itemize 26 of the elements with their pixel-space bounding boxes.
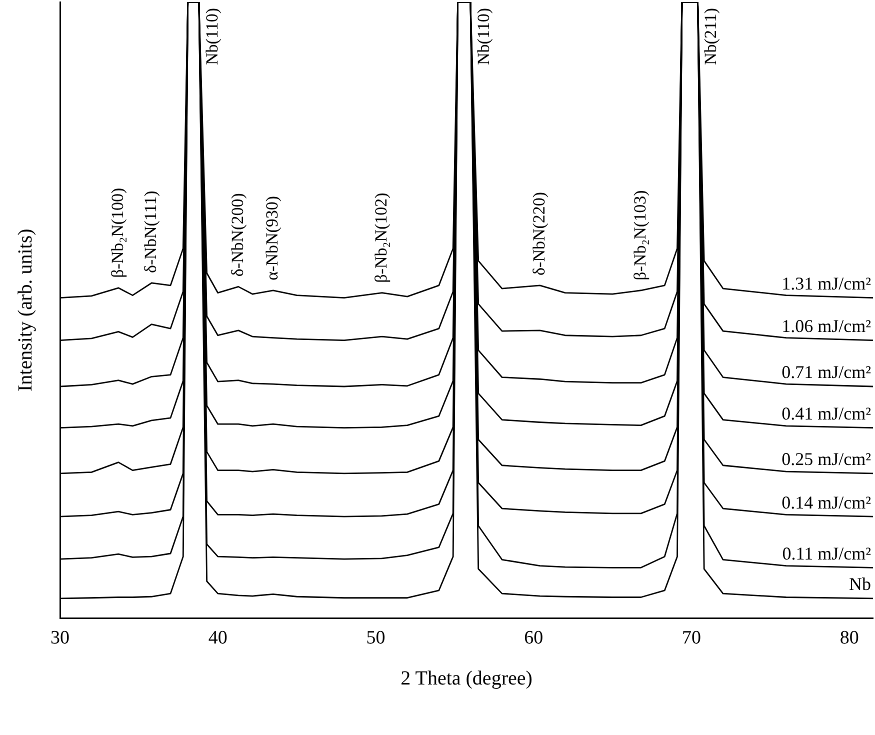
series-label: 0.41 mJ/cm² (782, 404, 871, 424)
series-label: Nb (849, 574, 871, 594)
y-axis-title: Intensity (arb. units) (14, 228, 36, 392)
annotation: Nb(110) (202, 8, 222, 65)
annotation: δ-NbN(111) (141, 190, 160, 273)
x-tick-label: 70 (682, 628, 701, 649)
annotation: δ-NbN(220) (529, 192, 548, 276)
annotation: Nb(110) (474, 8, 493, 65)
x-tick-label: 50 (366, 628, 386, 649)
annotation: Nb(211) (701, 8, 720, 65)
annotation: β-Nb₂N(102) (372, 192, 391, 283)
x-tick-label: 60 (524, 628, 544, 649)
series-label: 1.06 mJ/cm² (782, 316, 871, 336)
annotation: α-NbN(930) (262, 196, 282, 280)
annotation: β-Nb₂N(103) (630, 190, 650, 280)
series-label: 0.11 mJ/cm² (782, 543, 871, 564)
series-label: 0.25 mJ/cm² (782, 449, 871, 470)
series-label: 0.71 mJ/cm² (782, 362, 871, 382)
x-tick-label: 30 (50, 628, 70, 649)
annotation: δ-NbN(200) (228, 193, 247, 277)
annotation: β-Nb₂N(100) (108, 188, 127, 278)
series-label: 0.14 mJ/cm² (782, 492, 871, 512)
x-tick-label: 80 (840, 628, 859, 649)
x-axis-title: 2 Theta (degree) (400, 667, 532, 690)
x-tick-label: 40 (208, 628, 228, 649)
series-label: 1.31 mJ/cm² (782, 274, 871, 294)
